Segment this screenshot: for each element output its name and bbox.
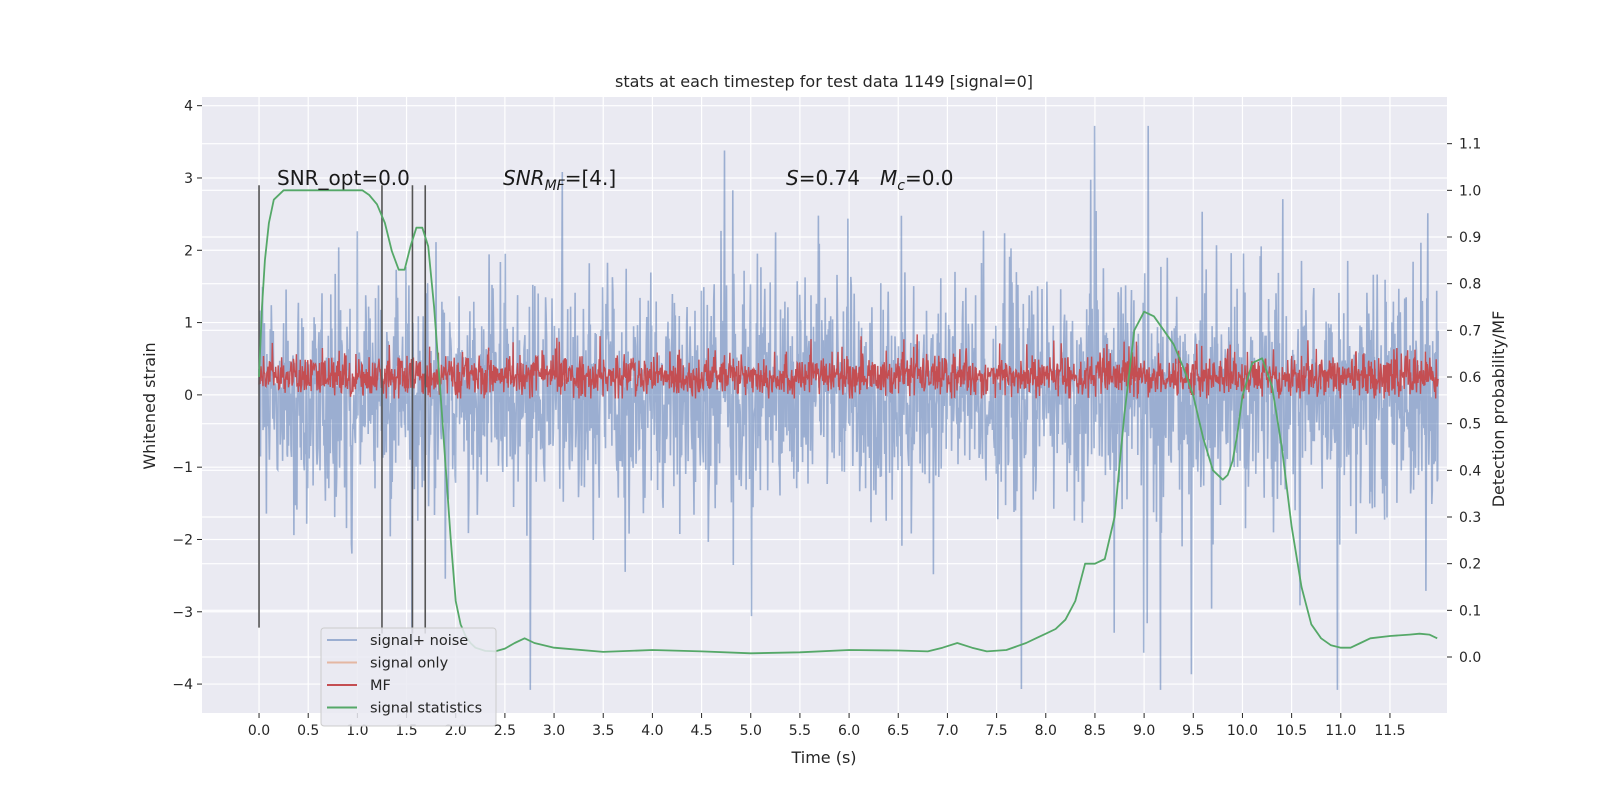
y-tick-label-3: −1 xyxy=(172,460,193,476)
signal-statistics-series xyxy=(258,189,1438,655)
annotation-s-value: =0.74 xyxy=(799,166,860,190)
x-tick-label-17: 8.5 xyxy=(1084,723,1106,739)
y2-axis-ticks: 0.0 0.1 0.2 0.3 0.4 0.5 0.6 0.7 0.8 0.9 1.0 1.1 xyxy=(1447,137,1481,666)
y-tick-label-5: 1 xyxy=(184,316,193,332)
y2-tick-label-1: 0.1 xyxy=(1459,603,1481,619)
x-tick-label-10: 5.0 xyxy=(740,723,762,739)
y-tick-label-6: 2 xyxy=(184,243,193,259)
y-tick-label-8: 4 xyxy=(184,99,193,115)
y-tick-label-4: 0 xyxy=(184,388,193,404)
x-tick-label-2: 1.0 xyxy=(346,723,368,739)
x-axis-ticks: 0.0 0.5 1.0 1.5 2.0 2.5 3.0 3.5 4.0 4.5 5.0 5.5 6.0 6… xyxy=(248,713,1406,739)
x-tick-label-9: 4.5 xyxy=(690,723,712,739)
legend-label-2: MF xyxy=(370,678,391,694)
legend-box xyxy=(320,627,497,727)
y2-tick-label-8: 0.8 xyxy=(1459,277,1481,293)
x-tick-label-8: 4.0 xyxy=(641,723,663,739)
y2-tick-label-3: 0.3 xyxy=(1459,510,1481,526)
y-tick-label-1: −3 xyxy=(172,605,193,621)
vertical-markers xyxy=(258,185,427,634)
x-tick-label-11: 5.5 xyxy=(789,723,811,739)
x-tick-label-5: 2.5 xyxy=(494,723,516,739)
annotation-snr-mf: SNRMF=[4.] xyxy=(503,166,616,194)
x-tick-label-3: 1.5 xyxy=(395,723,417,739)
legend: signal+ noise signal only MF signal statist… xyxy=(320,627,497,727)
y2-tick-label-11: 1.1 xyxy=(1459,137,1481,153)
annotation-snr-opt: SNR_opt=0.0 xyxy=(277,166,410,190)
x-tick-label-21: 10.5 xyxy=(1276,723,1307,739)
legend-label-1: signal only xyxy=(370,656,449,672)
x-tick-label-1: 0.5 xyxy=(297,723,319,739)
signal-statistics-line xyxy=(258,189,1438,655)
y2-tick-label-0: 0.0 xyxy=(1459,650,1481,666)
y-axis-ticks: −4 −3 −2 −1 0 1 2 3 4 xyxy=(172,99,202,693)
mf-line xyxy=(258,334,1439,399)
legend-label-0: signal+ noise xyxy=(370,633,468,649)
x-tick-label-12: 6.0 xyxy=(838,723,860,739)
x-tick-label-4: 2.0 xyxy=(445,723,467,739)
x-tick-label-14: 7.0 xyxy=(936,723,958,739)
x-tick-label-20: 10.0 xyxy=(1227,723,1258,739)
y-tick-label-7: 3 xyxy=(184,171,193,187)
annotation-snr-mf-sub: MF xyxy=(545,178,566,194)
y2-tick-label-9: 0.9 xyxy=(1459,230,1481,246)
annotation-s: S=0.74 xyxy=(786,166,860,190)
annotation-snr-mf-value: =[4.] xyxy=(565,166,616,190)
annotation-mc-value: =0.0 xyxy=(905,166,954,190)
annotation-s-symbol: S xyxy=(786,166,799,190)
x-tick-label-7: 3.5 xyxy=(592,723,614,739)
x-tick-label-0: 0.0 xyxy=(248,723,270,739)
annotation-mc-symbol: M xyxy=(880,166,897,190)
annotation-mc-sub: c xyxy=(897,178,905,194)
y-tick-label-2: −2 xyxy=(172,532,193,548)
y2-axis-label: Detection probability/MF xyxy=(1489,311,1508,508)
y-tick-label-0: −4 xyxy=(172,677,193,693)
y2-tick-label-7: 0.7 xyxy=(1459,323,1481,339)
x-tick-label-15: 7.5 xyxy=(985,723,1007,739)
chart-title: stats at each timestep for test data 114… xyxy=(615,72,1033,91)
x-tick-label-16: 8.0 xyxy=(1035,723,1057,739)
y2-tick-label-4: 0.4 xyxy=(1459,463,1481,479)
y2-tick-label-6: 0.6 xyxy=(1459,370,1481,386)
x-tick-label-22: 11.0 xyxy=(1325,723,1356,739)
x-axis-label: Time (s) xyxy=(790,748,856,767)
x-tick-label-18: 9.0 xyxy=(1133,723,1155,739)
legend-label-3: signal statistics xyxy=(370,701,482,717)
y2-tick-label-2: 0.2 xyxy=(1459,557,1481,573)
x-tick-label-6: 3.0 xyxy=(543,723,565,739)
x-tick-label-23: 11.5 xyxy=(1374,723,1405,739)
y2-tick-label-5: 0.5 xyxy=(1459,417,1481,433)
mf-series xyxy=(258,334,1439,399)
y-axis-label: Whitened strain xyxy=(140,342,159,469)
annotation-snr-mf-base: SNR xyxy=(503,166,545,190)
annotation-mc: Mc=0.0 xyxy=(880,166,954,194)
x-tick-label-19: 9.5 xyxy=(1182,723,1204,739)
y2-tick-label-10: 1.0 xyxy=(1459,183,1481,199)
x-tick-label-13: 6.5 xyxy=(887,723,909,739)
